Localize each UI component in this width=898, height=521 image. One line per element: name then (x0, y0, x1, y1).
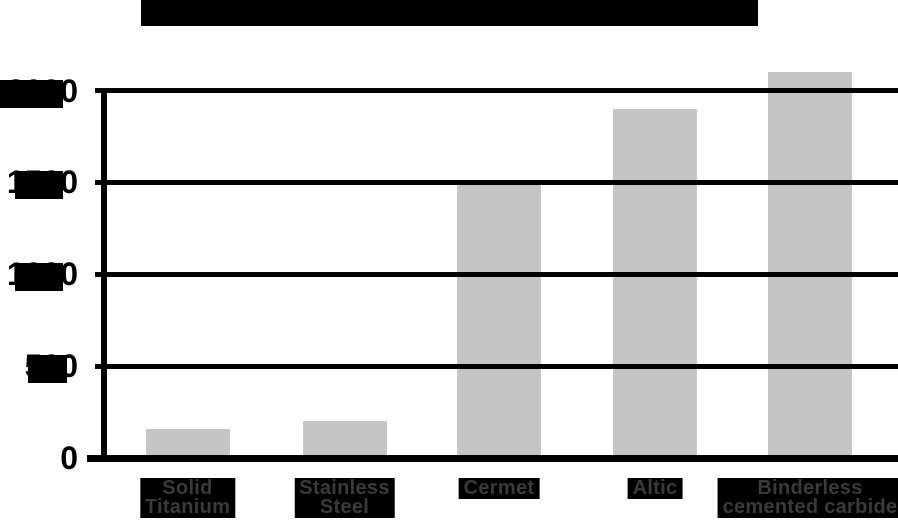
x-label-altic: Altic (627, 477, 683, 499)
gridline-2000 (95, 88, 898, 93)
y-tick-redaction-box-500 (28, 355, 67, 384)
x-label-line: Solid (162, 477, 213, 499)
x-label-binderless-cemented-carbide: Binderless cemented carbide (717, 477, 898, 518)
x-label-line: Cermet (463, 477, 535, 499)
bar-binderless-cemented-carbide (768, 72, 852, 462)
gridline-1000 (95, 271, 898, 277)
y-tick-redaction-box-2000 (0, 79, 63, 108)
x-label-stainless-steel: Stainless Steel (294, 478, 395, 518)
x-label-line: Steel (319, 496, 370, 518)
gridline-1500 (95, 179, 898, 185)
x-label-line: Stainless (299, 477, 390, 499)
y-axis-line (101, 88, 107, 462)
bar-cermet (457, 182, 541, 462)
x-axis-baseline (87, 454, 898, 462)
x-label-line: Altic (632, 477, 678, 499)
x-label-solid-titanium: Solid Titanium (139, 477, 236, 518)
y-tick-redaction-box-1500 (15, 171, 63, 200)
x-label-cermet: Cermet (458, 477, 540, 499)
x-label-line: cemented carbide (722, 496, 898, 518)
chart-title-redaction-box (141, 0, 758, 26)
bar-altic (613, 108, 697, 462)
y-tick-label-0: 0 (60, 440, 78, 476)
y-tick-redaction-box-1000 (15, 263, 63, 292)
x-label-line: Binderless (757, 477, 863, 499)
x-label-line: Titanium (144, 496, 231, 518)
gridline-500 (95, 363, 898, 369)
